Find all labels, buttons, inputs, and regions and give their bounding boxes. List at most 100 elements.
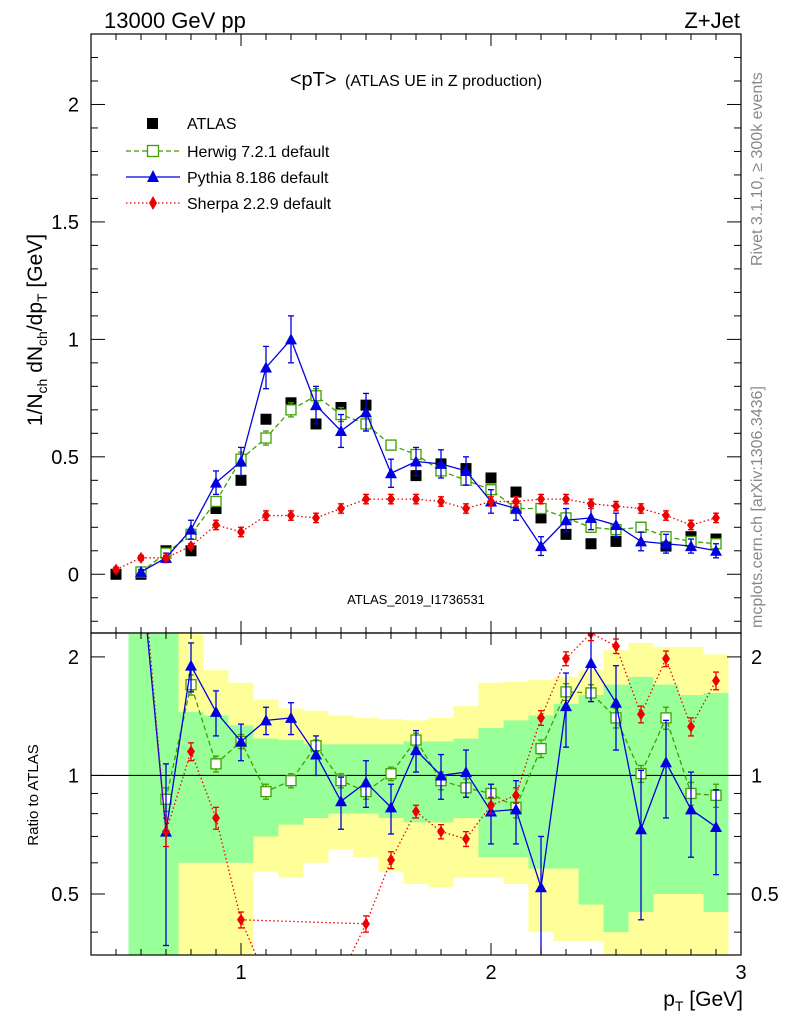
ratio-pythia-point: [510, 803, 522, 815]
ratio-sherpa-point: [187, 745, 195, 758]
sherpa-point: [337, 502, 345, 515]
legend-item-sherpa: Sherpa 2.2.9 default: [126, 196, 332, 213]
header-left-label: 13000 GeV pp: [104, 8, 246, 33]
sherpa-point: [187, 540, 195, 553]
sherpa-point: [137, 551, 145, 564]
pythia-point: [635, 535, 647, 547]
sherpa-point: [537, 493, 545, 506]
ratio-sherpa-point: [362, 917, 370, 930]
ratio-y-axis-title: Ratio to ATLAS: [25, 744, 42, 845]
legend-item-atlas: ATLAS: [147, 116, 237, 133]
legend-label-atlas: ATLAS: [187, 116, 237, 133]
legend-item-pythia: Pythia 8.186 default: [126, 170, 329, 187]
legend-marker-herwig: [146, 144, 160, 158]
ratio-series-sherpa: [162, 633, 720, 933]
ratio-panel: 0.5 0.5 1 1 2 2 1 2 3 Ratio to ATLAS pT [GeV]: [25, 632, 779, 1014]
ratio-sherpa-point: [662, 652, 670, 665]
mcplots-label: mcplots.cern.ch [arXiv:1306.3436]: [749, 386, 766, 628]
atlas-point: [260, 413, 272, 425]
ratio-pythia-point: [435, 769, 447, 781]
ratio-sherpa-offscale-line: [350, 923, 367, 955]
pythia-point: [235, 455, 247, 467]
ylabel-part-1: ch: [34, 379, 50, 394]
sherpa-point: [612, 500, 620, 513]
sherpa-point: [462, 502, 470, 515]
series-atlas: [110, 397, 722, 580]
atlas-point: [560, 528, 572, 540]
sherpa-point: [212, 518, 220, 531]
green-band-bin: [128, 633, 154, 955]
ratio-y-tick-label-right: 1: [751, 765, 762, 787]
ratio-y-tick-label: 1: [68, 765, 79, 787]
ratio-y-tick-label-right: 2: [751, 647, 762, 669]
series-herwig: [135, 388, 722, 578]
ratio-sherpa-offscale-line: [147, 633, 167, 832]
ratio-pythia-point: [635, 823, 647, 835]
herwig-point: [635, 521, 647, 533]
sherpa-point: [637, 502, 645, 515]
sherpa-point: [237, 525, 245, 538]
sherpa-line: [115, 498, 717, 571]
atlas-point: [535, 512, 547, 524]
main-panel: 0 0.5 1 1.5 2 <pT> (ATLAS UE in Z production…: [24, 33, 742, 634]
legend-label-herwig: Herwig 7.2.1 default: [187, 144, 330, 161]
x-axis-title: pT [GeV]: [663, 988, 743, 1014]
pythia-point: [610, 518, 622, 530]
pythia-point: [410, 455, 422, 467]
atlas-point: [510, 486, 522, 498]
pythia-point: [260, 361, 272, 373]
ratio-sherpa-point: [412, 805, 420, 818]
legend: ATLAS Herwig 7.2.1 default Pythia 8.186 …: [126, 116, 332, 213]
rivet-version-label: Rivet 3.1.10, ≥ 300k events: [749, 72, 766, 266]
ratio-pythia-point: [660, 756, 672, 768]
series-pythia: [135, 315, 722, 577]
pythia-point: [435, 457, 447, 469]
legend-label-sherpa: Sherpa 2.2.9 default: [187, 196, 332, 213]
ratio-sherpa-point: [512, 789, 520, 802]
pythia-point: [360, 406, 372, 418]
ratio-pythia-point: [235, 735, 247, 747]
main-y-tick-label: 2: [68, 94, 79, 116]
ratio-pythia-point: [185, 659, 197, 671]
y-axis-title: 1/Nch dNch/dpT [GeV]: [24, 234, 50, 426]
pythia-point: [510, 502, 522, 514]
ratio-pythia-point: [460, 766, 472, 778]
sherpa-point: [312, 511, 320, 524]
ratio-y-tick-label: 0.5: [51, 884, 79, 906]
atlas-point: [235, 474, 247, 486]
chart-title: <pT> (ATLAS UE in Z production): [290, 69, 542, 91]
ratio-series-pythia: [160, 633, 722, 955]
ratio-pythia-point: [385, 801, 397, 813]
ratio-sherpa-point: [637, 708, 645, 721]
sherpa-point: [387, 493, 395, 506]
legend-marker-pythia: [147, 170, 159, 182]
xlabel-part-0: p: [663, 988, 675, 1011]
ylabel-part-3: ch: [34, 331, 50, 346]
ratio-herwig-point: [210, 758, 222, 770]
x-tick-label: 3: [735, 962, 746, 984]
herwig-point: [210, 495, 222, 508]
ratio-herwig-point: [385, 768, 397, 780]
ratio-sherpa-point: [387, 853, 395, 866]
pythia-line: [140, 338, 717, 573]
atlas-point: [585, 538, 597, 550]
ratio-herwig-point: [535, 742, 547, 755]
herwig-point: [285, 404, 297, 416]
atlas-point: [485, 472, 497, 484]
green-band-bin: [178, 711, 204, 863]
ratio-herwig-point: [285, 775, 297, 787]
chart-title-main: <pT>: [290, 69, 337, 91]
xlabel-part-1: T: [675, 998, 684, 1014]
ratio-y-tick-label: 2: [68, 647, 79, 669]
legend-label-pythia: Pythia 8.186 default: [187, 170, 329, 187]
ratio-pythia-point: [535, 881, 547, 893]
legend-marker-sherpa: [149, 196, 157, 210]
sherpa-point: [662, 509, 670, 522]
pythia-point: [385, 467, 397, 479]
sherpa-point: [437, 495, 445, 508]
pythia-point: [560, 514, 572, 526]
ratio-pythia-point: [685, 803, 697, 815]
ratio-y-tick-label-right: 0.5: [751, 884, 779, 906]
ratio-pythia-point: [560, 700, 572, 712]
ratio-pythia-point: [335, 795, 347, 807]
